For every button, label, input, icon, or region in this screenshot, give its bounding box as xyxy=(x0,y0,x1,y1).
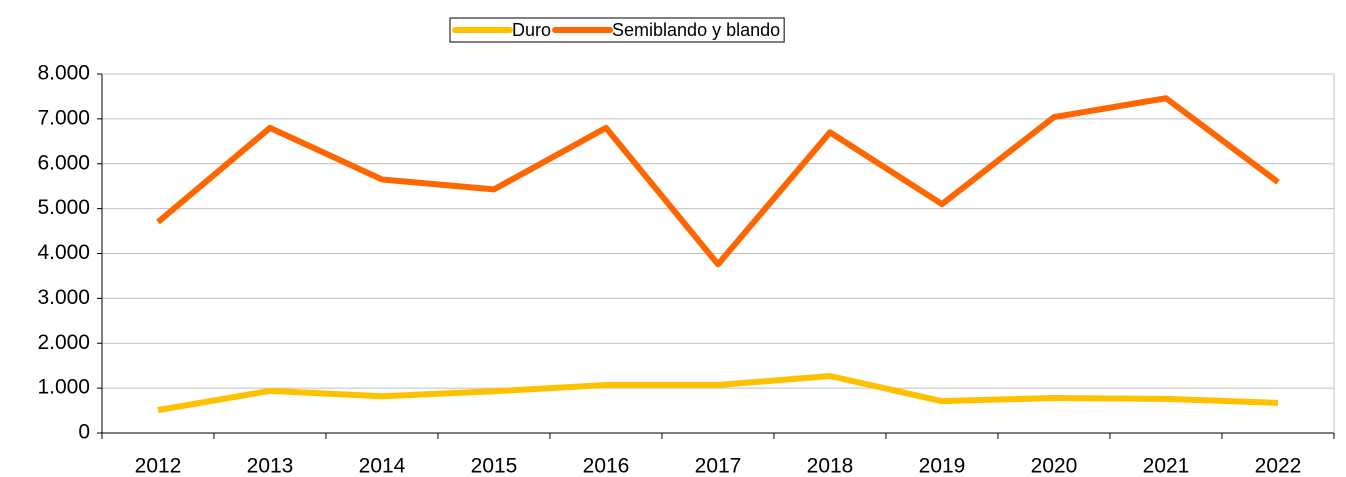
y-tick-label: 2.000 xyxy=(37,331,90,354)
x-tick-label: 2012 xyxy=(135,455,182,477)
x-tick-label: 2021 xyxy=(1143,455,1190,477)
x-tick-label: 2019 xyxy=(919,455,966,477)
x-tick-label: 2020 xyxy=(1031,455,1078,477)
legend-label: Duro xyxy=(512,20,551,40)
y-tick-label: 0 xyxy=(78,421,90,444)
line-series xyxy=(156,95,1280,268)
y-tick-label: 4.000 xyxy=(37,241,90,264)
y-tick-label: 6.000 xyxy=(37,151,90,174)
x-tick-label: 2018 xyxy=(807,455,854,477)
y-tick-label: 7.000 xyxy=(37,106,90,129)
y-tick-label: 8.000 xyxy=(37,62,90,85)
x-tick-label: 2017 xyxy=(695,455,742,477)
x-tick-label: 2022 xyxy=(1255,455,1302,477)
x-tick-label: 2015 xyxy=(471,455,518,477)
legend-label: Semiblando y blando xyxy=(612,20,780,40)
line-series xyxy=(157,373,1279,414)
x-tick-label: 2013 xyxy=(247,455,294,477)
x-tick-label: 2014 xyxy=(359,455,406,477)
y-tick-label: 3.000 xyxy=(37,286,90,309)
y-tick-label: 5.000 xyxy=(37,196,90,219)
y-tick-label: 1.000 xyxy=(37,376,90,399)
x-tick-label: 2016 xyxy=(583,455,630,477)
